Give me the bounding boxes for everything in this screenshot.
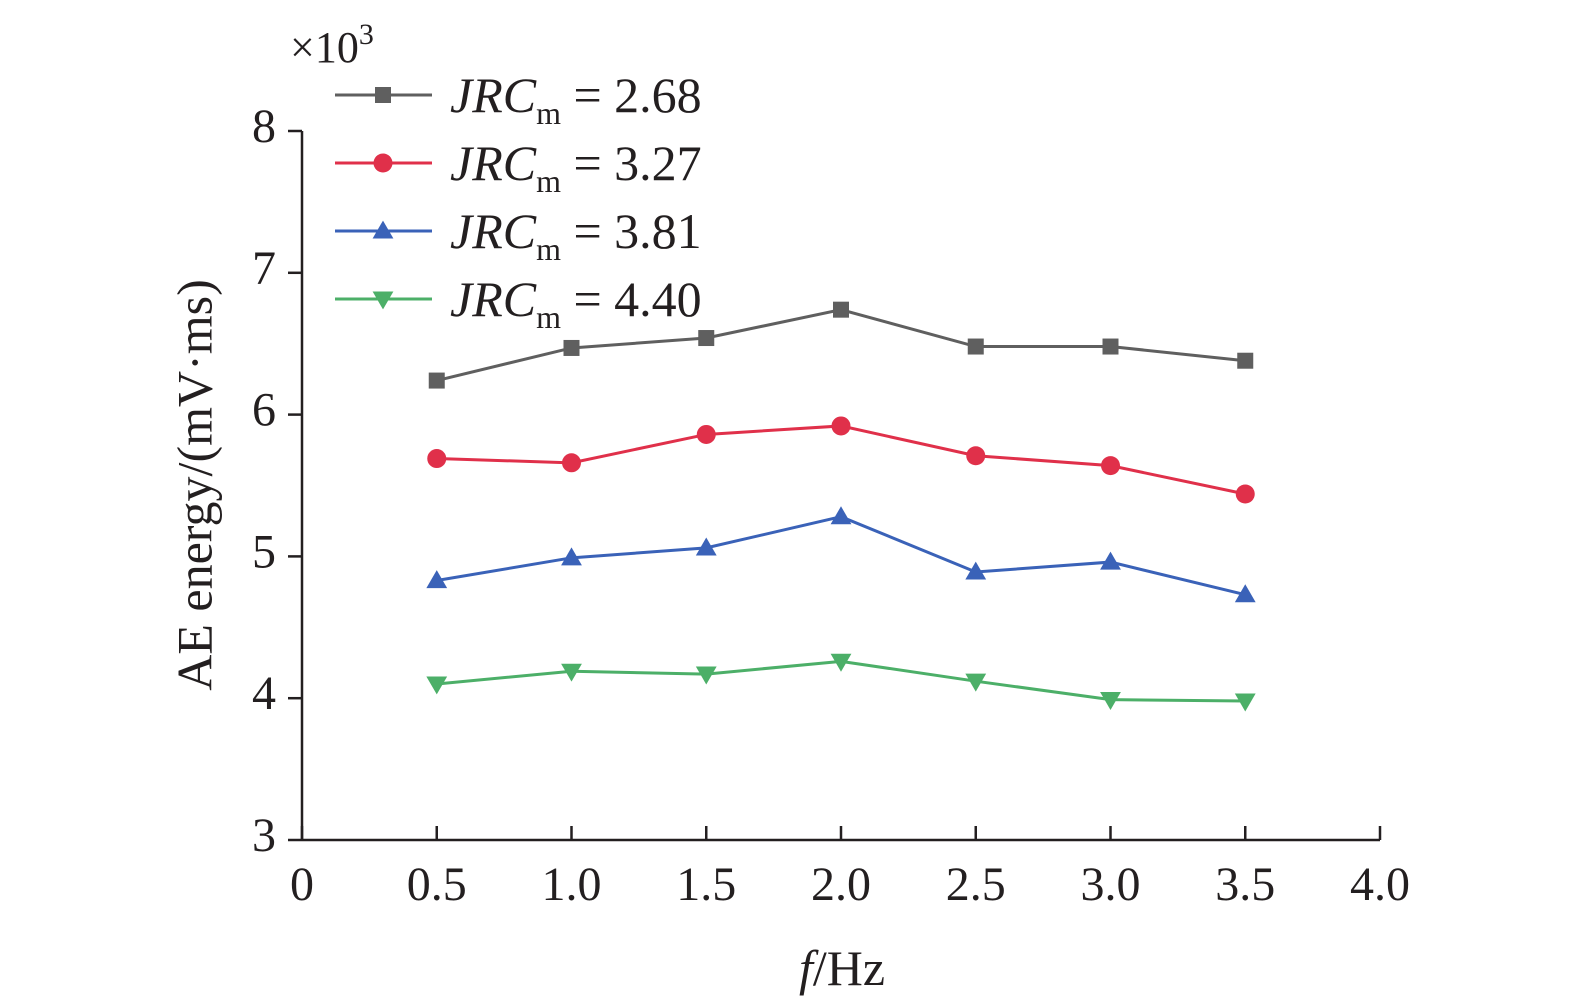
marker-triangle-down xyxy=(426,676,448,695)
marker-triangle-up xyxy=(695,537,717,556)
y-tick-label: 4 xyxy=(252,667,276,720)
y-tick-label: 3 xyxy=(252,809,276,862)
x-axis-label-unit: /Hz xyxy=(813,940,885,996)
marker-square xyxy=(1102,338,1119,355)
legend-label: JRCm = 3.81 xyxy=(450,203,702,267)
marker-square xyxy=(428,372,445,389)
x-tick-label: 1.0 xyxy=(542,858,602,911)
marker-square xyxy=(1237,352,1254,369)
marker-circle xyxy=(562,453,581,473)
marker-triangle-down xyxy=(1100,692,1121,711)
marker-triangle-up xyxy=(965,561,987,580)
marker-square xyxy=(375,87,391,103)
marker-circle xyxy=(1235,484,1255,504)
legend-entry: JRCm = 4.40 xyxy=(335,271,702,335)
y-multiplier-base: ×10 xyxy=(290,23,359,72)
series-line xyxy=(436,515,1246,597)
marker-triangle-up xyxy=(1100,551,1121,570)
marker-triangle-down xyxy=(965,673,987,692)
marker-circle xyxy=(696,424,716,444)
x-tick-label: 3.5 xyxy=(1215,858,1275,911)
series-group xyxy=(426,506,1256,603)
series-group xyxy=(427,416,1255,504)
y-tick-label: 6 xyxy=(252,384,276,437)
x-tick-label: 2.5 xyxy=(946,858,1006,911)
legend-label: JRCm = 2.68 xyxy=(450,67,702,131)
series-layer xyxy=(426,301,1256,712)
series-line xyxy=(436,424,1246,496)
y-multiplier: ×103 xyxy=(290,18,374,72)
x-tick-label: 3.0 xyxy=(1081,858,1141,911)
marker-triangle-up xyxy=(1234,584,1256,603)
series-group xyxy=(428,301,1254,389)
x-tick-label: 0 xyxy=(290,858,314,911)
legend-entry: JRCm = 3.27 xyxy=(335,135,702,199)
y-tick-label: 7 xyxy=(252,242,276,295)
x-tick-label: 0.5 xyxy=(407,858,467,911)
marker-square xyxy=(698,330,715,347)
legend-label: JRCm = 4.40 xyxy=(450,271,702,335)
y-axis-label: AE energy/(mV·ms) xyxy=(166,279,222,690)
x-axis-label: f/Hz xyxy=(799,940,885,996)
marker-triangle-up xyxy=(372,220,394,239)
marker-square xyxy=(967,338,984,355)
x-tick-label: 4.0 xyxy=(1350,858,1410,911)
marker-square xyxy=(563,339,580,356)
marker-circle xyxy=(373,153,393,173)
marker-triangle-up xyxy=(830,506,852,525)
x-tick-label: 2.0 xyxy=(811,858,871,911)
legend-entry: JRCm = 2.68 xyxy=(335,67,702,131)
series-group xyxy=(426,653,1256,712)
legend-label: JRCm = 3.27 xyxy=(450,135,702,199)
axes: 3 4 5 6 7 8 0 0.5 1.0 1.5 2.0 2.5 3.0 3.5 4.0 xyxy=(252,100,1410,911)
y-tick-label: 5 xyxy=(252,525,276,578)
marker-triangle-down xyxy=(372,291,394,310)
marker-circle xyxy=(966,446,986,466)
marker-circle xyxy=(1101,456,1120,476)
legend-entry: JRCm = 3.81 xyxy=(335,203,702,267)
marker-triangle-down xyxy=(1234,693,1256,712)
y-tick-label: 8 xyxy=(252,100,276,153)
marker-triangle-up xyxy=(561,547,582,566)
marker-triangle-down xyxy=(830,653,852,672)
marker-square xyxy=(833,301,849,318)
marker-circle xyxy=(831,416,851,436)
marker-triangle-down xyxy=(695,666,717,685)
marker-triangle-down xyxy=(561,663,582,682)
marker-triangle-up xyxy=(426,570,448,589)
y-multiplier-exponent: 3 xyxy=(359,18,374,51)
marker-circle xyxy=(427,449,447,469)
x-tick-label: 1.5 xyxy=(676,858,736,911)
